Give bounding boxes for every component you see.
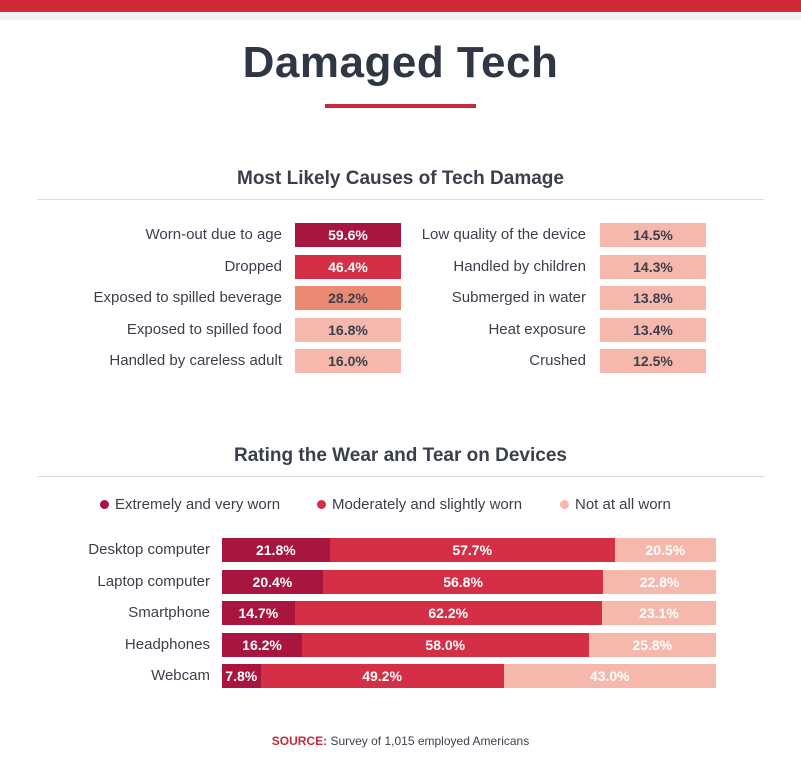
cause-label: Crushed: [529, 352, 586, 369]
cause-value-box: 46.4%: [295, 254, 401, 279]
bar-segment: 43.0%: [503, 664, 716, 688]
bar-segment: 58.0%: [302, 632, 589, 657]
cause-value-box: 16.8%: [295, 317, 401, 342]
top-accent-shadow: [0, 12, 801, 20]
legend-label: Moderately and slightly worn: [332, 496, 523, 513]
cause-label: Heat exposure: [488, 320, 586, 338]
causes-section-divider: [37, 199, 764, 200]
cause-value-box: 28.2%: [295, 286, 401, 310]
legend-label: Not at all worn: [575, 496, 671, 513]
bar-segment: 49.2%: [260, 664, 504, 688]
cause-value-box: 13.4%: [600, 317, 706, 342]
legend-dot-icon: [560, 500, 569, 509]
page-title: Damaged Tech: [242, 38, 559, 87]
cause-value-box: 12.5%: [600, 349, 706, 373]
cause-label: Low quality of the device: [421, 226, 586, 243]
cause-label: Handled by careless adult: [109, 352, 282, 369]
bar-segment: 7.8%: [222, 664, 261, 688]
cause-label: Handled by children: [453, 257, 586, 275]
bar-segment: 16.2%: [222, 632, 303, 657]
legend-label: Extremely and very worn: [115, 496, 281, 513]
cause-value-box: 14.3%: [600, 254, 706, 279]
legend-item-moderately-worn: Moderately and slightly worn: [317, 496, 522, 513]
device-label: Desktop computer: [88, 541, 210, 558]
cause-label: Exposed to spilled beverage: [93, 289, 282, 306]
cause-label: Worn-out due to age: [145, 226, 282, 243]
source-key: SOURCE:: [271, 734, 328, 748]
bar-segment: 21.8%: [222, 538, 330, 562]
bar-segment: 25.8%: [588, 632, 716, 657]
bar-segment: 56.8%: [322, 569, 604, 594]
wear-section-title: Rating the Wear and Tear on Devices: [234, 445, 567, 466]
legend-item-not-worn: Not at all worn: [560, 496, 671, 513]
device-label: Webcam: [151, 667, 210, 684]
wear-section-divider: [37, 476, 764, 477]
device-label: Headphones: [124, 635, 210, 653]
cause-value-box: 14.5%: [600, 223, 706, 247]
source-text: Survey of 1,015 employed Americans: [327, 734, 530, 748]
legend-item-extremely-worn: Extremely and very worn: [100, 496, 280, 513]
wear-legend: Extremely and very worn Moderately and s…: [0, 496, 801, 514]
cause-value-box: 16.0%: [295, 349, 401, 373]
cause-label: Dropped: [224, 257, 282, 275]
legend-dot-icon: [100, 500, 109, 509]
bar-segment: 23.1%: [601, 601, 716, 625]
bar-segment: 20.5%: [614, 538, 716, 562]
cause-label: Submerged in water: [451, 289, 586, 306]
bar-segment: 14.7%: [222, 601, 295, 625]
top-accent-bar: [0, 0, 801, 12]
legend-dot-icon: [317, 500, 326, 509]
cause-value-box: 59.6%: [295, 223, 401, 247]
bar-segment: 57.7%: [329, 538, 615, 562]
source-note: SOURCE: Survey of 1,015 employed America…: [0, 734, 801, 748]
device-label: Smartphone: [128, 604, 210, 621]
bar-segment: 20.4%: [222, 569, 323, 594]
cause-value-box: 13.8%: [600, 286, 706, 310]
bar-segment: 22.8%: [603, 569, 716, 594]
causes-section-title: Most Likely Causes of Tech Damage: [237, 168, 564, 189]
cause-label: Exposed to spilled food: [126, 320, 282, 338]
device-label: Laptop computer: [97, 572, 210, 590]
title-underline: [325, 104, 476, 108]
bar-segment: 62.2%: [294, 601, 602, 625]
